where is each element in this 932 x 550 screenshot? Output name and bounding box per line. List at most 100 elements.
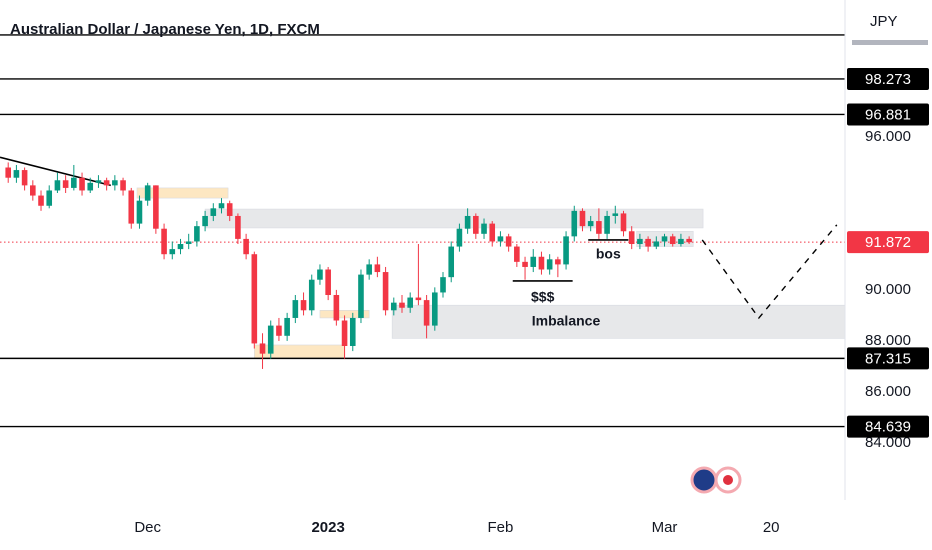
candle-body (464, 215, 471, 229)
candle-body (481, 223, 487, 234)
candle-body (579, 210, 586, 227)
candle-body (661, 236, 668, 242)
candle-body (300, 300, 307, 311)
chart-title: Australian Dollar / Japanese Yen, 1D, FX… (10, 21, 320, 38)
candle-body (71, 177, 77, 188)
candle-body (604, 215, 610, 234)
candle-body (546, 259, 553, 270)
liquidity-label: $$$ (531, 289, 555, 305)
candle-body (13, 170, 20, 178)
candle-body (136, 200, 143, 224)
candle-body (382, 272, 389, 311)
candle-body (637, 238, 643, 245)
candle-body (678, 238, 684, 245)
level-label: 84.639 (865, 419, 911, 436)
candle-body (202, 215, 208, 227)
candle-body (120, 180, 126, 191)
candle-body (284, 317, 290, 336)
zone (254, 344, 345, 359)
level-label-box (847, 415, 929, 438)
level-label-box (847, 347, 929, 370)
level-label-box (847, 103, 929, 126)
candle-body (669, 236, 676, 245)
flag-au (690, 466, 718, 494)
flag-jp-sun (723, 475, 733, 485)
candle-body (538, 256, 545, 270)
candle-body (456, 228, 463, 247)
level-label: 96.881 (865, 106, 911, 123)
projection-line (701, 224, 838, 320)
candle-body (161, 228, 167, 255)
candle-body (185, 241, 192, 245)
candle-body (103, 180, 110, 186)
candle-body (333, 295, 340, 321)
last-price-label-box (847, 231, 929, 254)
candle-body (555, 259, 561, 265)
candle-body (563, 236, 569, 265)
candle-body (308, 279, 315, 311)
x-tick-label: 2023 (311, 519, 344, 536)
candle-body (38, 195, 44, 206)
candle-body (128, 190, 135, 224)
currency-underline (852, 40, 928, 45)
candle-body (399, 302, 405, 308)
candle-body (440, 277, 446, 293)
candle-body (169, 249, 176, 255)
y-tick-label: 96.000 (865, 128, 911, 145)
candle-body (30, 185, 36, 196)
candle-body (612, 213, 619, 216)
candle-body (153, 185, 159, 229)
bos-label: bos (596, 246, 621, 262)
last-price-label: 91.872 (865, 234, 911, 251)
plot-area: $$$ bos Imbalance (0, 34, 846, 428)
y-tick-label: 90.000 (865, 281, 911, 298)
zone (136, 187, 229, 199)
candle-body (522, 261, 528, 267)
candle-body (366, 264, 372, 275)
candle-body (235, 215, 241, 239)
candle-body (473, 215, 479, 234)
candle-body (505, 236, 512, 247)
candle-body (358, 274, 364, 318)
candle-body (218, 203, 225, 209)
x-tick-label: Feb (488, 519, 514, 536)
candle-body (374, 264, 381, 273)
candle-body (54, 180, 61, 191)
candle-body (653, 241, 660, 247)
candle-body (21, 170, 28, 186)
candle-body (596, 221, 602, 234)
candle-body (46, 190, 53, 206)
candle-body (87, 182, 94, 191)
currency-label: JPY (870, 13, 898, 30)
zone (204, 208, 704, 229)
candle-body (349, 317, 356, 346)
x-tick-label: Mar (652, 519, 678, 536)
trend-line (0, 156, 111, 187)
candle-body (620, 213, 627, 232)
flags (690, 466, 742, 494)
candle-body (514, 246, 520, 262)
level-label: 87.315 (865, 350, 911, 367)
candle-body (62, 180, 69, 188)
y-tick-label: 88.000 (865, 332, 911, 349)
candle-body (226, 203, 233, 216)
candle-body (317, 269, 323, 280)
candle-body (112, 180, 118, 186)
candle-body (628, 231, 635, 245)
candle-body (251, 254, 258, 344)
candle-body (489, 223, 496, 242)
candle-body (259, 343, 266, 354)
imbalance-label: Imbalance (532, 312, 601, 328)
candle-body (210, 208, 217, 216)
candle-body (341, 320, 348, 346)
candle-body (292, 300, 299, 318)
candle-body (571, 210, 578, 237)
candle-body (497, 236, 504, 242)
candle-body (415, 297, 422, 301)
candle-body (686, 238, 692, 243)
candle-body (448, 246, 455, 278)
candle-body (645, 238, 651, 247)
candle-body (587, 221, 594, 227)
